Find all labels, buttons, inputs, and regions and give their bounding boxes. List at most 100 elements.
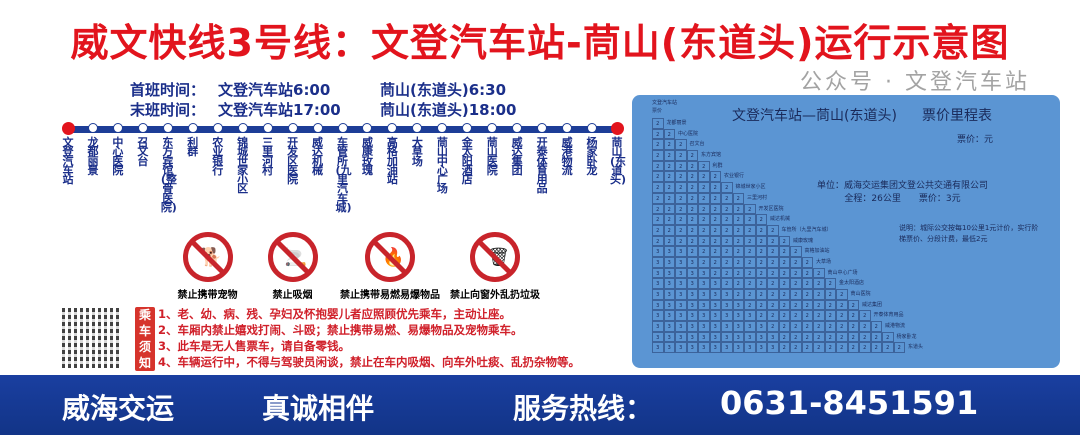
schedule: 首班时间： 文登汽车站6:00 茼山(东道头)6:30 末班时间： 文登汽车站17:0… [130,80,516,120]
fare-cell: 2 [652,224,664,236]
fare-cell: 2 [790,342,802,354]
fare-cell: 2 [813,310,825,322]
fare-cell: 3 [698,321,710,332]
fare-cell: 3 [709,299,721,311]
fare-cell: 2 [709,192,721,204]
fare-cell: 2 [732,214,744,225]
station-label: 威达集团 [511,136,523,177]
station-dot [262,123,273,133]
station-label: 大草场 [411,136,423,168]
last-bus-from: 文登汽车站17:00 [218,101,341,119]
fare-cell: 2 [744,203,756,215]
fare-cell: 2 [755,214,767,225]
fare-cell: 3 [744,331,756,343]
fare-cell: 2 [732,203,744,215]
station-label: 文登汽车站 [62,136,74,187]
fare-row-station: 农业银行 [724,173,745,180]
fare-cell: 2 [709,267,721,279]
station-dot [162,123,173,133]
fare-cell: 2 [675,224,687,236]
fare-cell: 3 [721,331,733,343]
fare-cell: 2 [882,342,894,354]
fare-cell: 2 [778,331,790,343]
fare-cell: 3 [686,299,698,311]
sign-no-smoking: 🚬 禁止吸烟 [250,232,335,301]
fare-cell: 2 [663,214,675,225]
fare-cell: 2 [686,246,698,257]
fare-cell: 2 [652,118,664,129]
station-label: 高格加油站 [386,136,398,187]
fare-cell: 2 [801,331,813,343]
fare-cell: 2 [755,256,767,268]
fare-row-station: 威达机械 [770,216,791,223]
fare-cell: 2 [652,139,664,151]
fare-cell: 2 [663,182,675,193]
fare-cell: 2 [767,321,779,332]
fare-cell: 3 [675,342,687,354]
fare-row: 2 2 2 2 2 2 2 2 2 开发区医院 [652,203,923,215]
fare-row: 3 3 3 3 2 2 2 2 2 2 2 2 2 2 大草场 [652,256,923,268]
fare-cell: 2 [859,310,871,322]
fare-cell: 2 [790,267,802,279]
fare-row-station: 高格加油站 [804,248,830,255]
fare-table-subtitle: 票价里程表 [922,108,992,124]
fare-cell: 2 [686,171,698,183]
fare-cell: 2 [721,267,733,279]
fare-row-station: 车管所（九里汽车城） [781,226,832,233]
station-label: 龙都丽景 [87,136,99,177]
fare-row-station: 茼山医院 [850,291,871,297]
fare-cell: 2 [652,128,664,140]
corner-fare: 票价 [652,108,663,114]
station-dot [212,123,223,133]
fare-cell: 2 [709,203,721,215]
fare-row: 2 2 2 2 2 利群 [652,160,923,172]
fare-cell: 3 [652,321,664,332]
fare-cell: 2 [744,246,756,257]
fare-row-station: 中心医院 [678,130,699,137]
fare-cell: 3 [732,342,744,354]
fare-row-station: 开泰体育用品 [873,312,904,319]
fare-cell: 2 [744,214,756,225]
fare-cell: 3 [663,299,675,311]
qr-code[interactable] [62,308,122,368]
fare-row-station: 金太阳酒店 [839,280,865,287]
fare-cell: 2 [767,235,779,247]
fare-cell: 2 [824,278,836,289]
fare-row: 2 2 2 2 2 2 2 锦城世家小区 [652,182,923,193]
fare-cell: 2 [652,203,664,215]
last-bus: 末班时间： 文登汽车站17:00 茼山(东道头)18:00 [130,100,516,120]
fare-cell: 2 [836,289,848,300]
fare-cell: 2 [675,203,687,215]
station-dot [337,123,348,133]
station-dot [137,123,148,133]
fare-row: 2 2 2 2 东方宾馆 [652,150,923,161]
station-dot [387,123,398,133]
station-label: 召文台 [137,136,149,168]
fare-cell: 3 [652,289,664,300]
fare-row-station: 锦城世家小区 [735,184,766,191]
fare-cell: 2 [675,182,687,193]
fare-cell: 2 [721,192,733,204]
sign-no-flammables: 🔥 禁止携带易燃易爆物品 [335,232,445,301]
station-dot [611,122,624,135]
fare-cell: 3 [721,299,733,311]
fare-row-station: 茼山中心广场 [827,269,858,276]
fare-cell: 3 [652,278,664,289]
fare-cell: 3 [663,289,675,300]
fare-row: 3 3 3 2 2 2 2 2 2 2 2 2 2 高格加油站 [652,246,923,257]
fare-cell: 3 [698,289,710,300]
first-bus: 首班时间： 文登汽车站6:00 茼山(东道头)6:30 [130,80,516,100]
notice-list: 1、老、幼、病、残、孕妇及怀抱婴儿者应照顾优先乘车，主动让座。 2、车厢内禁止嬉… [158,306,580,370]
station-dot [512,123,523,133]
fare-cell: 2 [675,235,687,247]
fare-cell: 3 [744,310,756,322]
hotline-label: 服务热线： [513,392,654,425]
fare-cell: 3 [675,299,687,311]
fare-cell: 2 [709,246,721,257]
fare-cell: 2 [847,310,859,322]
sign-label: 禁止携带易燃易爆物品 [340,290,440,301]
fare-cell: 2 [721,246,733,257]
fare-cell: 2 [663,150,675,161]
fare-cell: 2 [767,224,779,236]
fare-cell: 2 [675,171,687,183]
